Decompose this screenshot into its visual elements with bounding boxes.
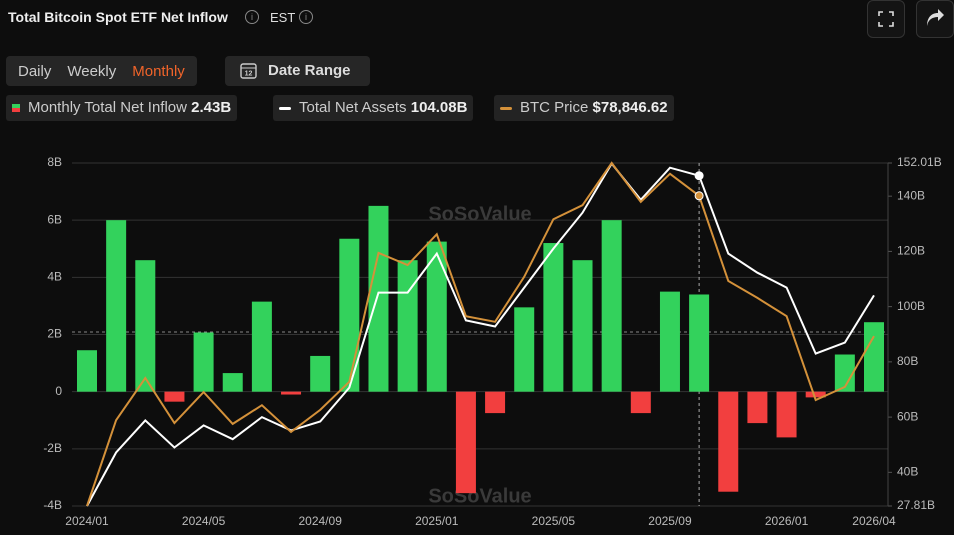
title: Total Bitcoin Spot ETF Net Inflow (8, 9, 228, 25)
bar (514, 307, 535, 392)
tab-active[interactable]: Monthly (132, 62, 185, 80)
y2-tick-label: 100B (897, 299, 925, 313)
y2-tick-label: 120B (897, 244, 925, 258)
bar (310, 355, 331, 392)
y2-tick-label: 40B (897, 465, 918, 479)
y-tick-label: 4B (47, 270, 62, 284)
legend-value: 2.43B (191, 99, 232, 116)
bar (659, 291, 680, 392)
info-icon[interactable]: i (299, 10, 313, 24)
icon (878, 11, 894, 27)
y-tick-label: 0 (55, 384, 62, 398)
bar (689, 294, 710, 392)
bar (834, 354, 855, 392)
calendar-icon: 12 (240, 63, 257, 79)
y-tick-label: 8B (47, 155, 62, 169)
bar (222, 373, 243, 392)
bar (193, 332, 214, 392)
bar (718, 391, 739, 492)
icon (927, 9, 944, 26)
bar (747, 391, 768, 424)
y2-tick-label: 80B (897, 354, 918, 368)
y2-tick-label: 27.81B (897, 498, 935, 512)
x-tick-label: 2026/01 (765, 514, 809, 528)
bar (339, 238, 360, 392)
x-tick-label: 2025/09 (648, 514, 692, 528)
y-tick-label: 6B (47, 212, 62, 226)
bar (135, 260, 156, 392)
bar (572, 260, 593, 392)
date-range-label: Date Range (268, 62, 351, 79)
tab[interactable]: Weekly (67, 62, 117, 80)
y-tick-label: -2B (43, 441, 62, 455)
line (86, 161, 875, 507)
bar (164, 391, 185, 402)
legend-item[interactable]: BTC Price $78,846.62 (494, 95, 674, 121)
legend-swatch (500, 106, 512, 110)
bar (426, 241, 447, 392)
y-tick-label: 2B (47, 327, 62, 341)
bar (368, 205, 389, 392)
legend-item[interactable]: Monthly Total Net Inflow 2.43B (6, 95, 238, 121)
bar (455, 391, 476, 494)
hover-dot (694, 171, 704, 181)
bar (630, 391, 651, 414)
watermark: SoSoValue (428, 485, 531, 507)
legend-item[interactable]: Total Net Assets 104.08B (273, 95, 474, 121)
y-tick-label: -4B (43, 498, 62, 512)
info-icon[interactable]: i (245, 10, 259, 24)
legend-name: Total Net Assets (299, 99, 407, 116)
hover-dot (694, 191, 704, 201)
bar (601, 220, 622, 392)
legend-swatch (279, 106, 291, 110)
bar (281, 391, 302, 395)
svg-text:12: 12 (245, 70, 253, 77)
x-tick-label: 2026/04 (852, 514, 896, 528)
line (86, 161, 875, 507)
share-button[interactable] (916, 0, 954, 38)
bar (485, 391, 506, 414)
bar (251, 301, 272, 392)
legend-value: $78,846.62 (592, 99, 668, 116)
fullscreen-button[interactable] (867, 0, 905, 38)
tab-group: Daily Weekly Monthly (6, 56, 197, 86)
bar (77, 350, 97, 392)
legend-name: BTC Price (520, 99, 589, 116)
x-tick-label: 2025/05 (532, 514, 576, 528)
x-tick-label: 2024/05 (182, 514, 226, 528)
bar (543, 243, 564, 392)
x-tick-label: 2024/09 (298, 514, 342, 528)
watermark: SoSoValue (428, 203, 531, 225)
y2-tick-label: 60B (897, 409, 918, 423)
bar (397, 260, 418, 392)
x-tick-label: 2024/01 (65, 514, 109, 528)
bar (864, 322, 884, 392)
tab[interactable]: Daily (18, 62, 52, 80)
y2-tick-label: 140B (897, 188, 925, 202)
bar (776, 391, 797, 438)
y2-tick-label: 152.01B (897, 155, 942, 169)
legend-name: Monthly Total Net Inflow (28, 99, 187, 116)
x-tick-label: 2025/01 (415, 514, 459, 528)
bar (805, 391, 826, 398)
timezone[interactable]: EST (270, 10, 296, 25)
date-range-button[interactable]: 12 Date Range (225, 56, 370, 86)
bar (106, 220, 127, 392)
legend-swatch (12, 104, 20, 113)
legend-value: 104.08B (410, 99, 468, 116)
